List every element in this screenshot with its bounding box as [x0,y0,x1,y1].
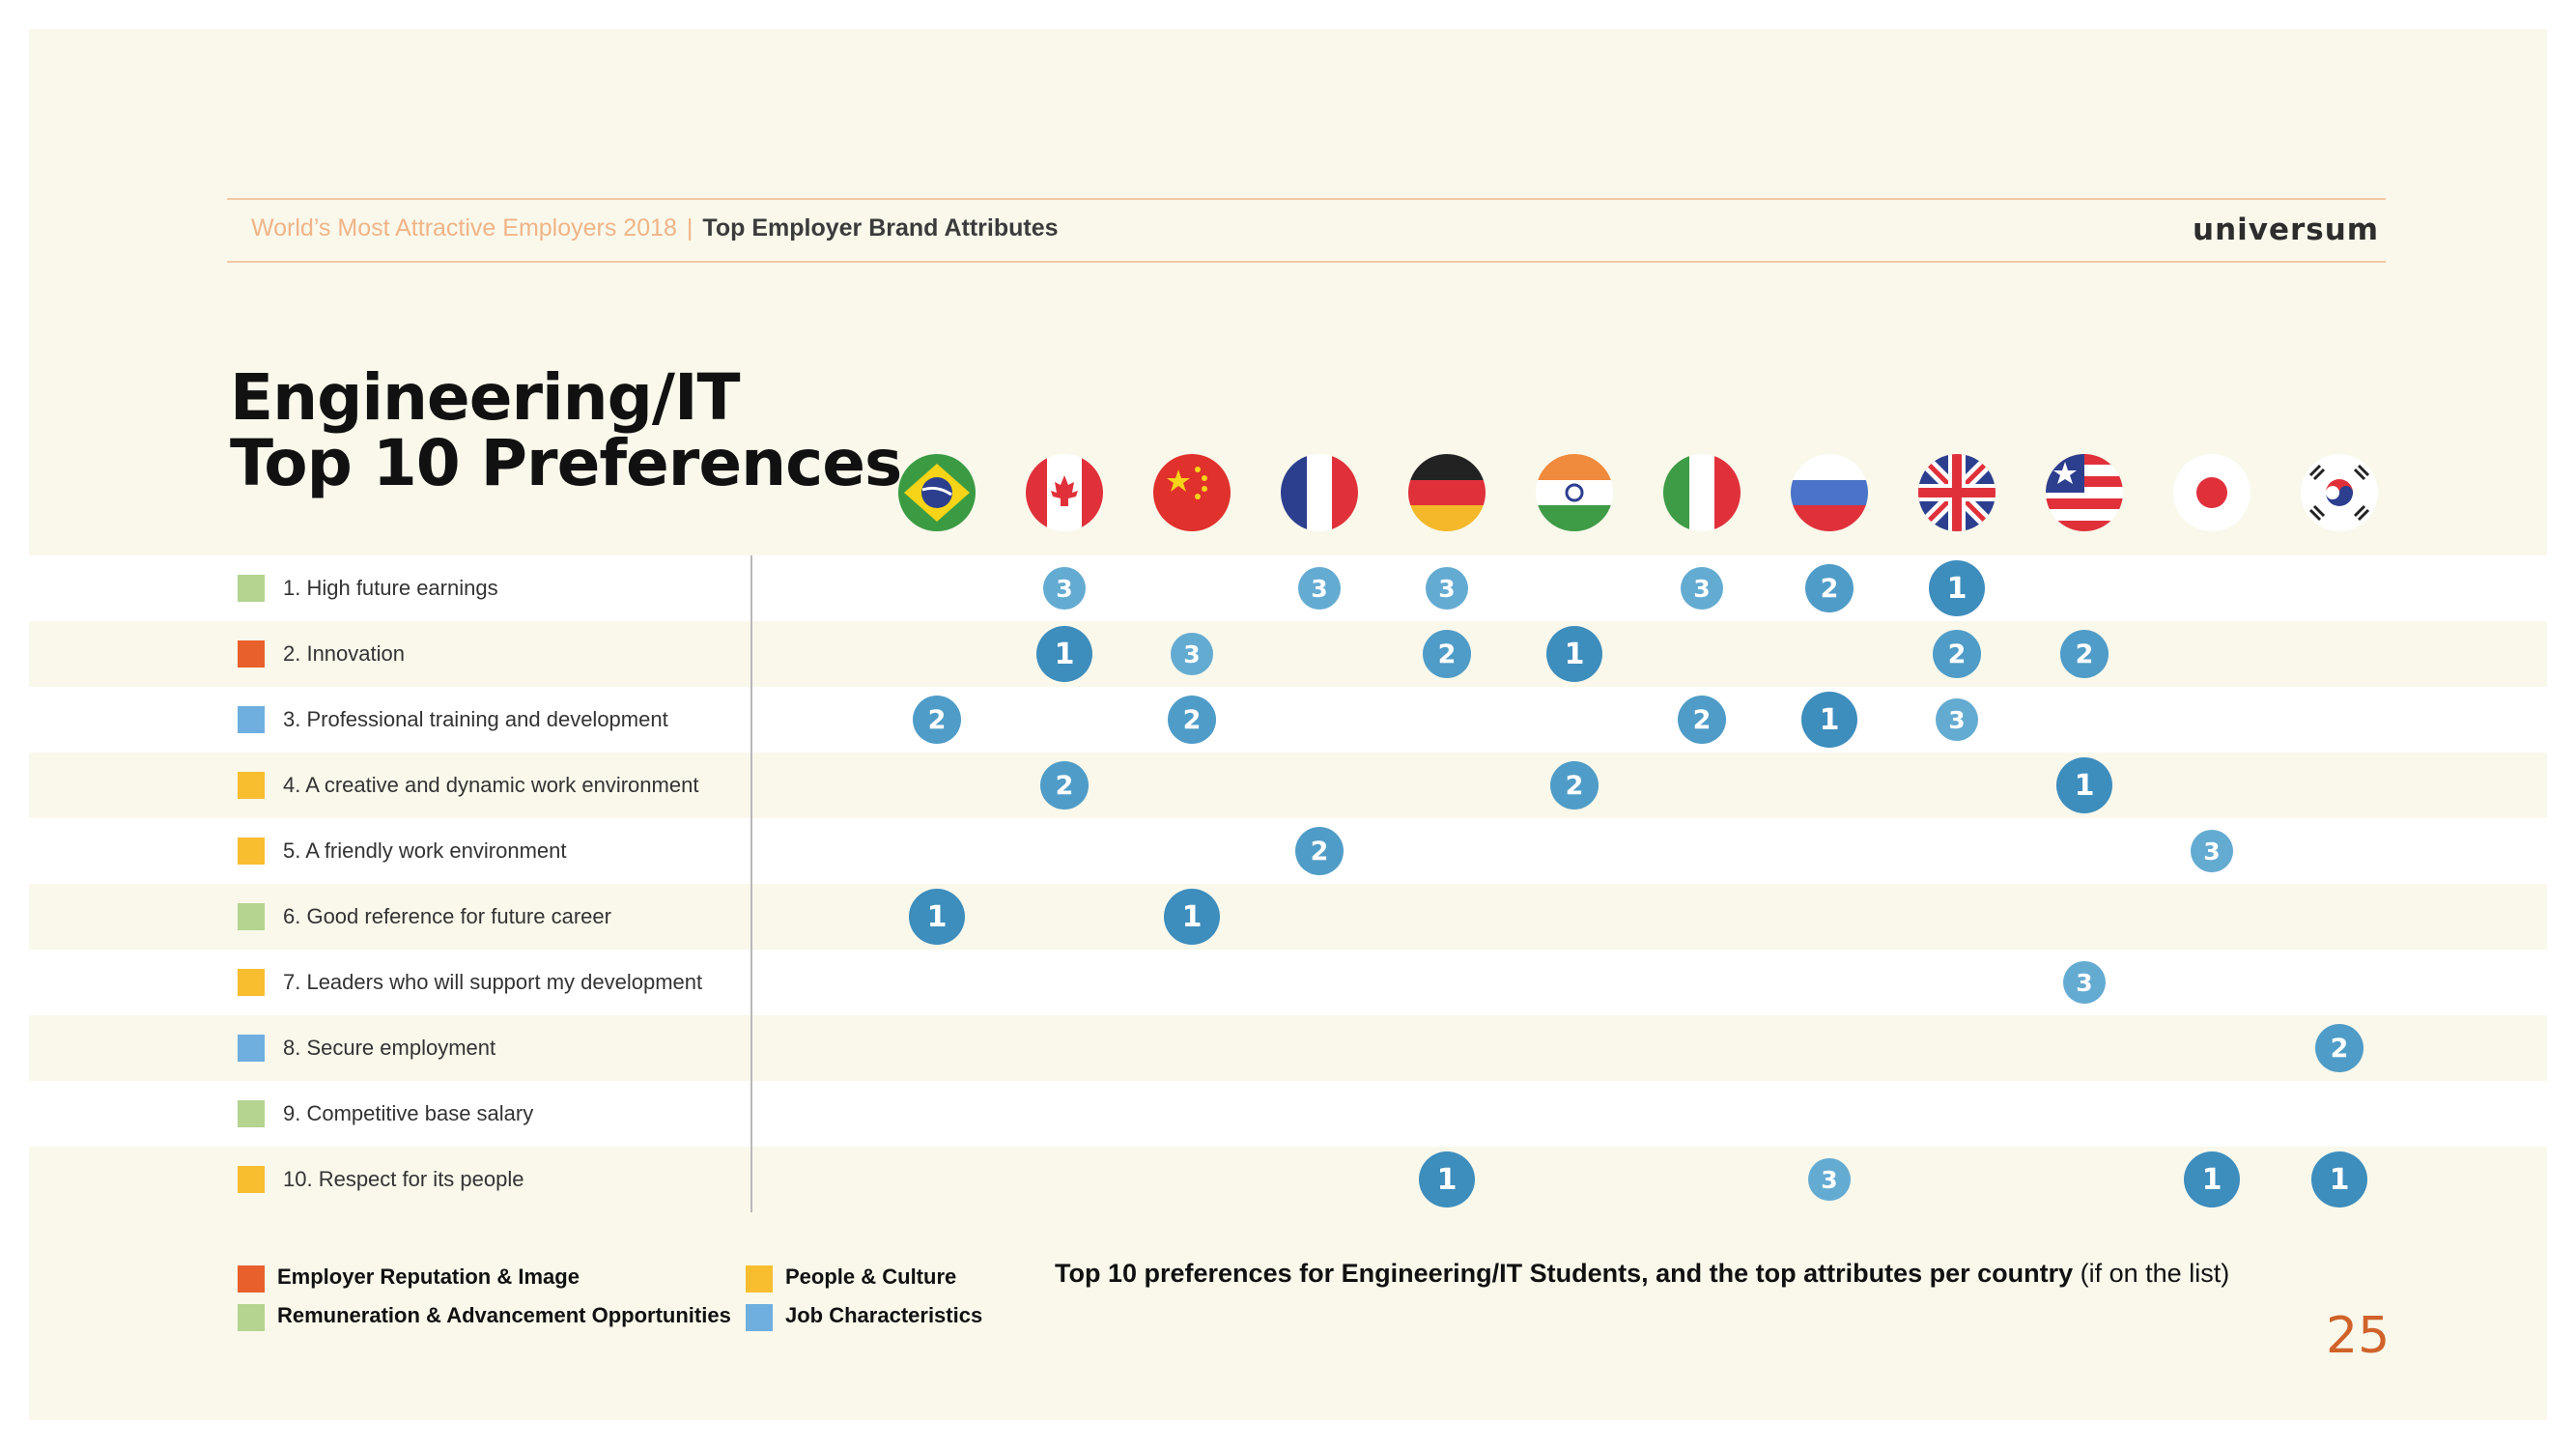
rank-badge: 2 [1678,696,1726,744]
row-label: 5. A friendly work environment [283,838,567,863]
russia-flag [1791,454,1868,531]
page-number: 25 [2326,1307,2391,1365]
south-korea-flag [2301,454,2378,531]
rank-badge: 1 [2056,757,2112,813]
uk-flag [1918,454,1996,531]
india-flag [1536,454,1613,531]
legend-swatch-employer-reputation [238,1265,265,1293]
rank-badge: 2 [913,696,961,744]
category-swatch [238,969,265,996]
row-label: 8. Secure employment [283,1036,496,1060]
table-row [29,687,2547,753]
universum-logo: universum [2193,213,2380,247]
category-swatch [238,640,265,668]
section-title: Top Employer Brand Attributes [702,214,1059,242]
japan-flag [2173,454,2250,531]
germany-flag [1408,454,1486,531]
brazil-flag [898,454,976,531]
table-row [29,1015,2547,1081]
row-label: 1. High future earnings [283,576,498,600]
table-row [29,950,2547,1015]
table-row [29,1081,2547,1147]
table-row [29,1147,2547,1212]
rank-badge: 2 [1295,827,1344,875]
rank-badge: 2 [2060,630,2109,678]
caption-note: (if on the list) [2073,1259,2230,1288]
rank-badge: 1 [1801,692,1857,748]
rank-badge: 2 [1933,630,1981,678]
legend-swatch-job-characteristics [746,1304,773,1331]
rank-badge: 3 [1681,567,1723,610]
rank-badge: 1 [1419,1151,1475,1208]
header-top-rule [227,198,2386,200]
table-divider [750,555,752,1212]
rank-badge: 1 [2184,1151,2240,1208]
rank-badge: 2 [1550,761,1599,810]
title-line-2: Top 10 Preferences [230,426,902,500]
report-title: World’s Most Attractive Employers 2018 [251,214,677,242]
row-label: 4. A creative and dynamic work environme… [283,773,699,797]
rank-badge: 1 [909,889,965,945]
header-text: World’s Most Attractive Employers 2018 | T… [251,214,1059,242]
rank-badge: 2 [2315,1024,2364,1072]
rank-badge: 1 [2311,1151,2367,1208]
row-label: 2. Innovation [283,641,405,666]
category-swatch [238,706,265,733]
rank-badge: 2 [1040,761,1089,810]
header-separator: | [686,214,694,242]
italy-flag [1663,454,1741,531]
rank-badge: 3 [1043,567,1086,610]
row-label: 10. Respect for its people [283,1167,524,1191]
legend-label-job-characteristics: Job Characteristics [785,1303,983,1327]
table-row [29,621,2547,687]
rank-badge: 3 [2063,961,2106,1004]
category-swatch [238,772,265,799]
china-flag [1153,454,1231,531]
category-swatch [238,903,265,930]
legend-swatch-remuneration [238,1304,265,1331]
title-line-1: Engineering/IT [230,360,741,435]
rank-badge: 1 [1036,626,1092,682]
legend-label-employer-reputation: Employer Reputation & Image [277,1264,580,1289]
category-swatch [238,1035,265,1062]
rank-badge: 3 [1426,567,1468,610]
rank-badge: 3 [1808,1158,1851,1201]
category-swatch [238,838,265,865]
usa-flag [2046,454,2123,531]
france-flag [1281,454,1358,531]
rank-badge: 2 [1168,696,1216,744]
table-row [29,884,2547,950]
row-label: 7. Leaders who will support my developme… [283,970,703,994]
caption-bold: Top 10 preferences for Engineering/IT St… [1055,1259,2074,1288]
category-swatch [238,1100,265,1127]
chart-caption: Top 10 preferences for Engineering/IT St… [1055,1259,2229,1289]
legend-label-remuneration: Remuneration & Advancement Opportunities [277,1303,731,1327]
category-swatch [238,575,265,602]
legend-label-people-culture: People & Culture [785,1264,957,1289]
rank-badge: 3 [1298,567,1341,610]
table-row [29,753,2547,818]
rank-badge: 2 [1423,630,1471,678]
table-row [29,818,2547,884]
legend-swatch-people-culture [746,1265,773,1293]
rank-badge: 1 [1929,560,1985,616]
rank-badge: 2 [1805,564,1854,612]
category-swatch [238,1166,265,1193]
rank-badge: 3 [1171,633,1213,675]
rank-badge: 1 [1164,889,1220,945]
rank-badge: 3 [1936,698,1978,741]
rank-badge: 3 [2191,830,2233,872]
rank-badge: 1 [1546,626,1602,682]
row-label: 9. Competitive base salary [283,1101,534,1125]
table-row [29,555,2547,621]
header-bottom-rule [227,261,2386,263]
canada-flag [1026,454,1103,531]
page-title: Engineering/IT Top 10 Preferences [230,360,902,500]
row-label: 3. Professional training and development [283,707,668,731]
row-label: 6. Good reference for future career [283,904,611,928]
